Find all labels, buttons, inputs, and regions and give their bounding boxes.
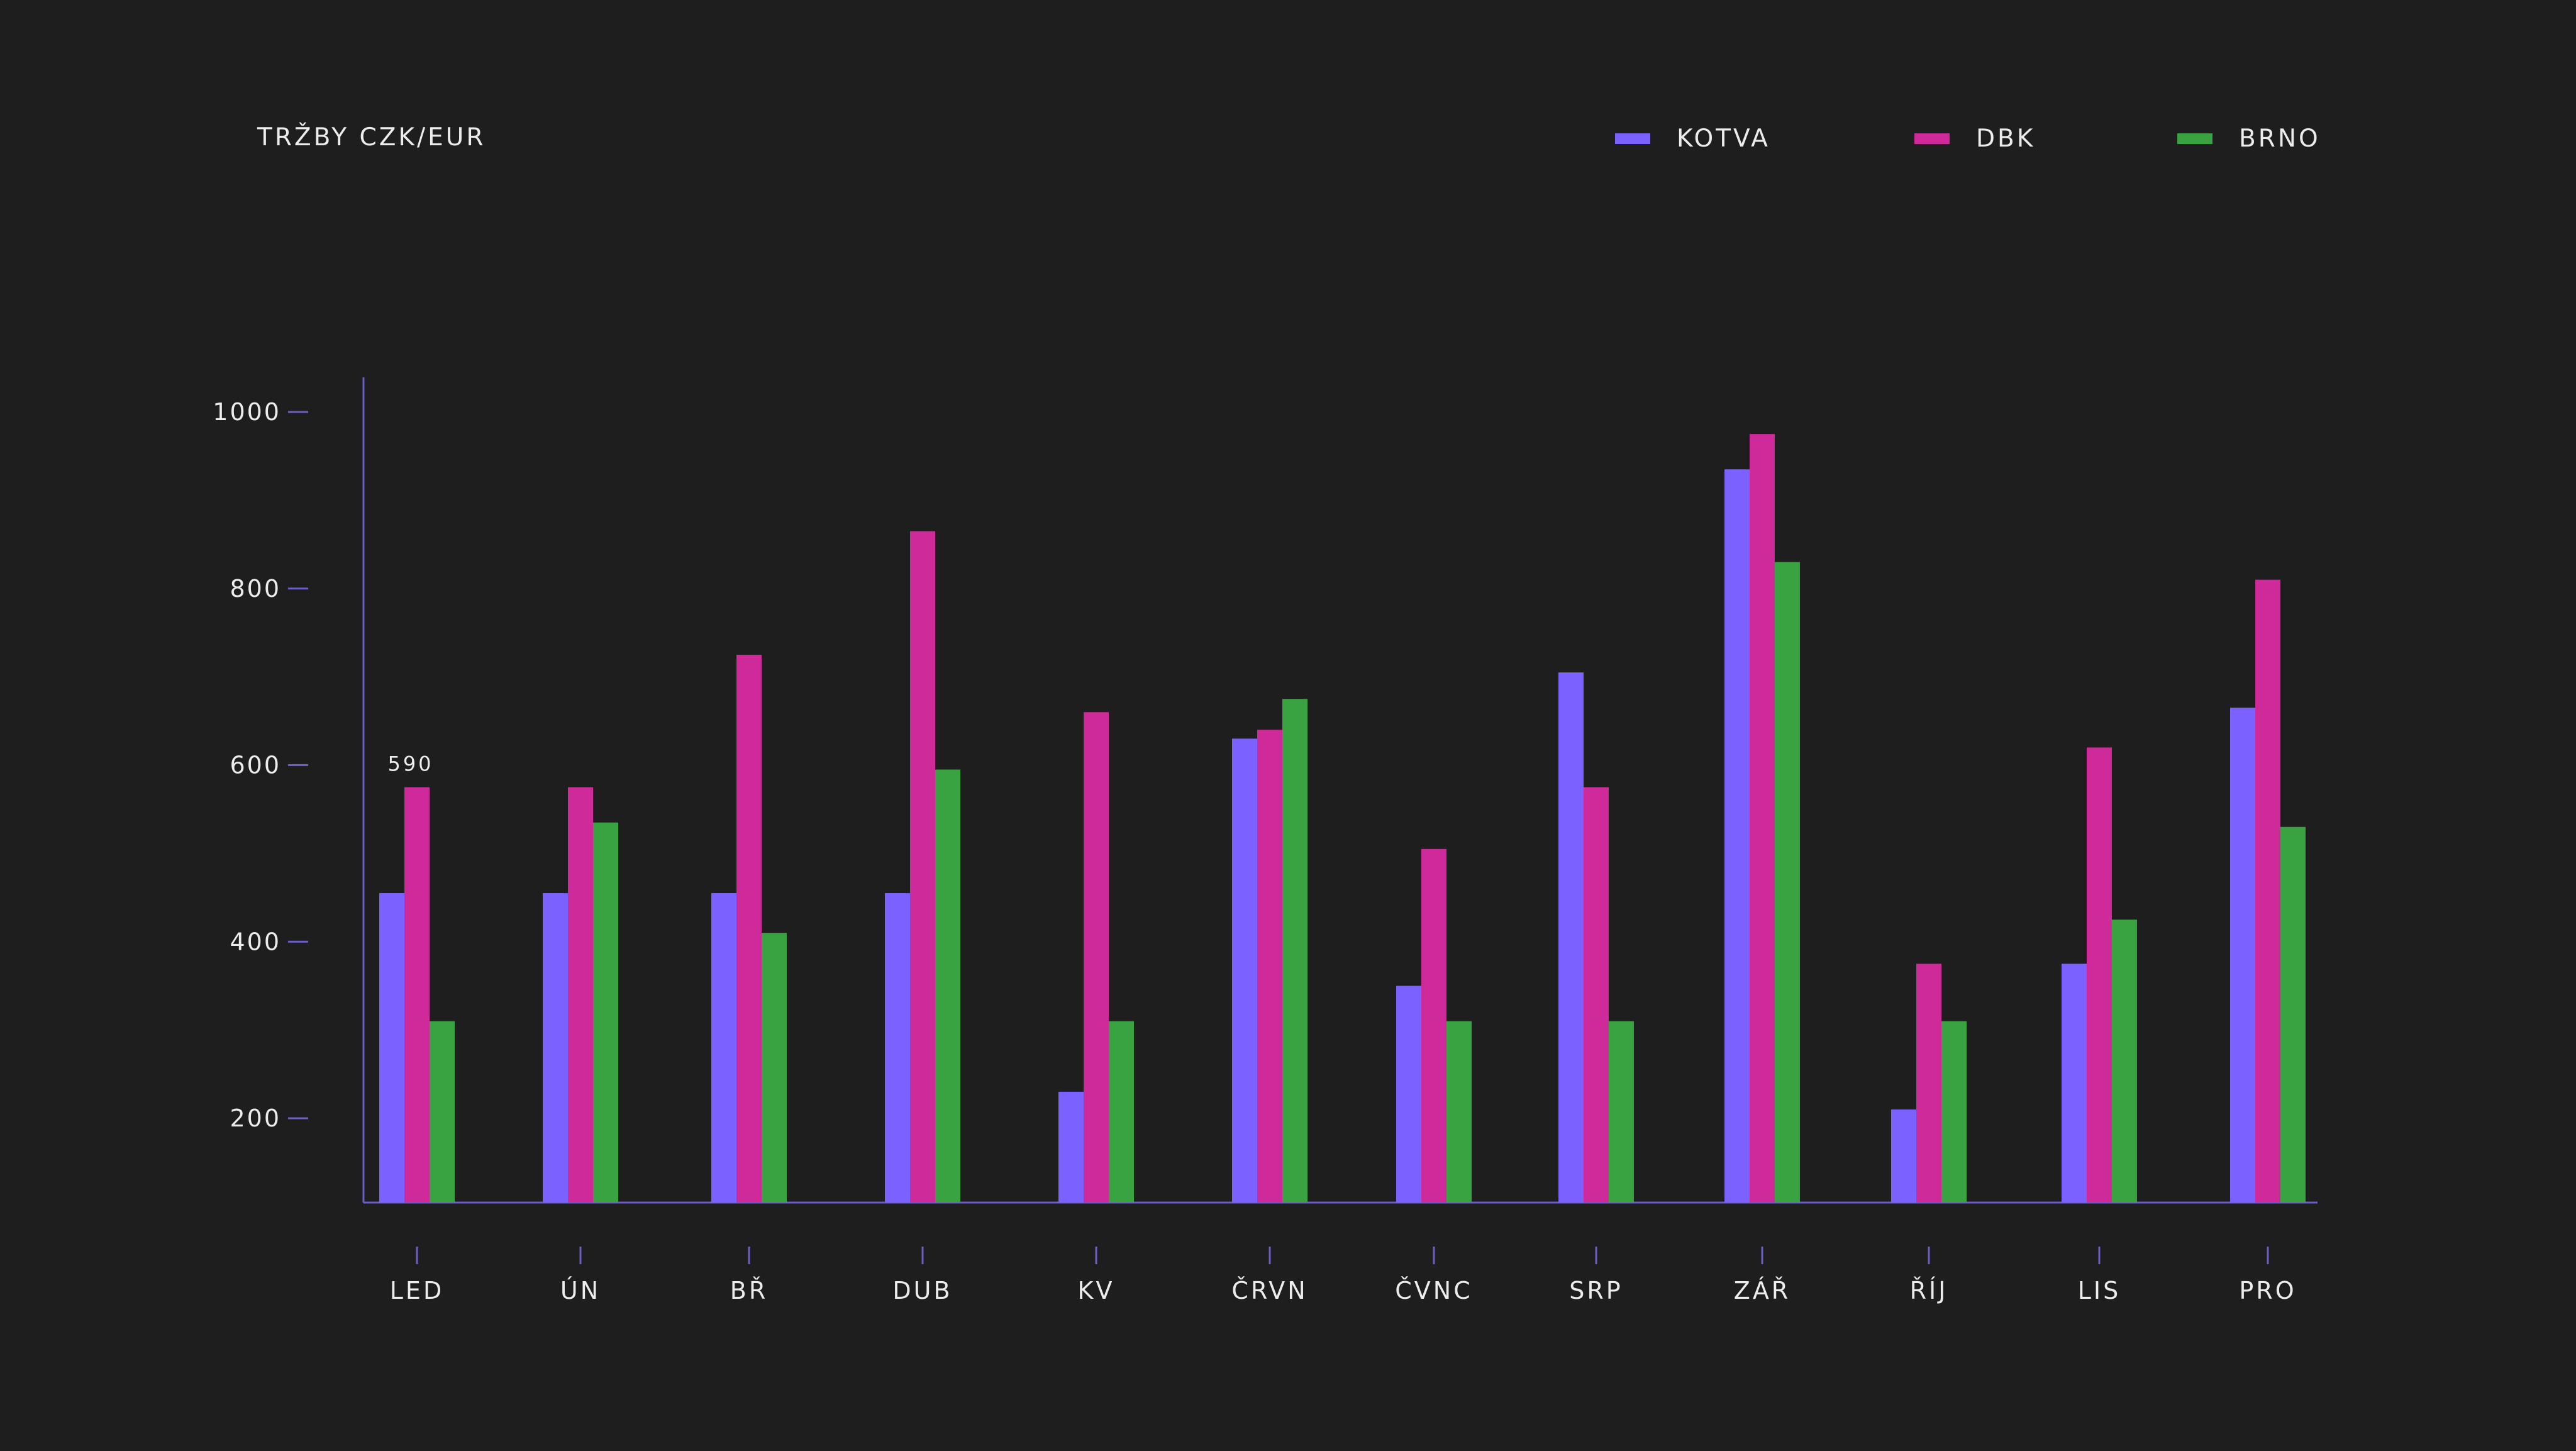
- y-tick-label: 400: [230, 928, 281, 955]
- legend-item-kotva: KOTVA: [1615, 123, 1770, 153]
- bar-kotva-5: [1232, 738, 1257, 1203]
- bar-brno-4: [1109, 1021, 1134, 1203]
- bar-dbk-11: [2255, 579, 2280, 1203]
- bar-kotva-3: [885, 893, 910, 1203]
- bar-dbk-3: [910, 531, 935, 1203]
- x-tick-label: ČVNC: [1395, 1277, 1473, 1304]
- bar-kotva-2: [711, 893, 736, 1203]
- x-tick-label: ŘÍJ: [1910, 1277, 1948, 1304]
- bar-dbk-8: [1750, 434, 1775, 1203]
- bar-kotva-11: [2230, 708, 2255, 1203]
- bar-kotva-0: [379, 893, 404, 1203]
- bar-kotva-9: [1891, 1109, 1916, 1203]
- y-tick-label: 600: [230, 752, 281, 779]
- bar-dbk-2: [736, 655, 762, 1203]
- x-tick-label: ÚN: [560, 1277, 601, 1304]
- x-tick-label: LIS: [2078, 1277, 2121, 1304]
- bar-dbk-0: [404, 787, 430, 1203]
- x-tick-label: BŘ: [730, 1277, 768, 1304]
- legend-swatch: [1615, 133, 1650, 144]
- bar-brno-2: [762, 933, 787, 1203]
- legend: KOTVA DBK BRNO: [0, 123, 2576, 161]
- bar-dbk-9: [1916, 964, 1941, 1203]
- legend-label: DBK: [1976, 124, 2036, 153]
- bar-brno-1: [593, 822, 618, 1203]
- bar-brno-10: [2112, 920, 2137, 1203]
- legend-label: KOTVA: [1677, 124, 1770, 153]
- bar-kotva-6: [1396, 986, 1421, 1203]
- legend-swatch: [2177, 133, 2212, 144]
- bar-kotva-1: [543, 893, 568, 1203]
- bar-brno-8: [1775, 562, 1800, 1203]
- bar-brno-6: [1446, 1021, 1472, 1203]
- x-tick-label: LED: [390, 1277, 444, 1304]
- legend-swatch: [1914, 133, 1950, 144]
- bar-brno-5: [1282, 699, 1307, 1203]
- y-tick-label: 1000: [213, 398, 281, 426]
- bar-brno-9: [1941, 1021, 1967, 1203]
- bar-brno-0: [430, 1021, 455, 1203]
- x-tick-label: ZÁŘ: [1734, 1277, 1790, 1304]
- bar-brno-3: [935, 769, 960, 1203]
- bar-dbk-4: [1084, 712, 1109, 1203]
- x-tick-label: DUB: [892, 1277, 952, 1304]
- bar-kotva-4: [1058, 1091, 1084, 1203]
- bar-dbk-1: [568, 787, 593, 1203]
- chart-title: TRŽBY CZK/EUR: [257, 123, 486, 152]
- data-label: 590: [387, 752, 433, 776]
- x-tick-label: SRP: [1569, 1277, 1623, 1304]
- y-tick-label: 200: [230, 1104, 281, 1132]
- bar-kotva-8: [1724, 469, 1750, 1203]
- bar-dbk-6: [1421, 848, 1446, 1203]
- legend-item-brno: BRNO: [2177, 123, 2321, 153]
- bar-kotva-7: [1558, 672, 1584, 1203]
- x-tick-label: ČRVN: [1231, 1277, 1307, 1304]
- bar-brno-11: [2280, 826, 2306, 1203]
- x-tick-label: PRO: [2239, 1277, 2296, 1304]
- bar-dbk-5: [1257, 730, 1282, 1203]
- legend-label: BRNO: [2239, 124, 2321, 153]
- legend-item-dbk: DBK: [1914, 123, 2035, 153]
- bar-brno-7: [1609, 1021, 1634, 1203]
- x-tick-label: KV: [1078, 1277, 1115, 1304]
- bar-dbk-7: [1584, 787, 1609, 1203]
- bar-dbk-10: [2087, 747, 2112, 1203]
- y-tick-label: 800: [230, 575, 281, 603]
- bar-kotva-10: [2062, 964, 2087, 1203]
